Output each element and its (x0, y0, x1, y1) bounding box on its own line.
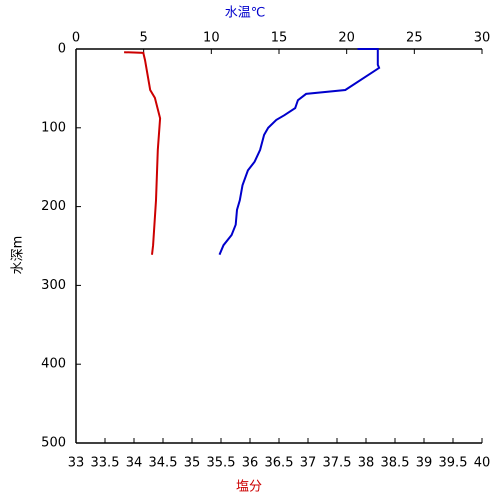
x-tick-label: 35.5 (207, 456, 236, 471)
x2-tick-label: 5 (140, 31, 148, 46)
x2-tick-label: 25 (406, 31, 423, 46)
x2-tick-label: 15 (271, 31, 288, 46)
x-tick-label: 37 (300, 456, 317, 471)
x-tick-label: 33 (68, 456, 85, 471)
y-tick-label: 0 (58, 42, 66, 57)
x-tick-label: 40 (474, 456, 491, 471)
x-tick-label: 36.5 (265, 456, 294, 471)
x-tick-label: 39 (416, 456, 433, 471)
y-tick-label: 300 (41, 278, 66, 293)
profile-line (218, 48, 381, 256)
y-tick-label: 200 (41, 199, 66, 214)
x2-axis-title: 水温℃ (225, 6, 266, 21)
x-tick-label: 33.5 (91, 456, 120, 471)
x2-tick-label: 30 (474, 31, 491, 46)
x2-tick-label: 10 (203, 31, 220, 46)
x2-tick-label: 0 (72, 31, 80, 46)
y-tick-label: 500 (41, 436, 66, 451)
x-tick-label: 34 (126, 456, 143, 471)
x2-tick-label: 20 (338, 31, 355, 46)
x-tick-label: 34.5 (149, 456, 178, 471)
y-axis-title: 水深m (11, 236, 26, 275)
profile-line (124, 51, 162, 255)
y-tick-label: 400 (41, 357, 66, 372)
x-tick-label: 36 (242, 456, 259, 471)
x-tick-label: 37.5 (323, 456, 352, 471)
x-tick-label: 38.5 (381, 456, 410, 471)
x-tick-label: 39.5 (439, 456, 468, 471)
x-tick-label: 35 (184, 456, 201, 471)
x-axis-title: 塩分 (236, 480, 262, 495)
y-tick-label: 100 (41, 120, 66, 135)
x-tick-label: 38 (358, 456, 375, 471)
